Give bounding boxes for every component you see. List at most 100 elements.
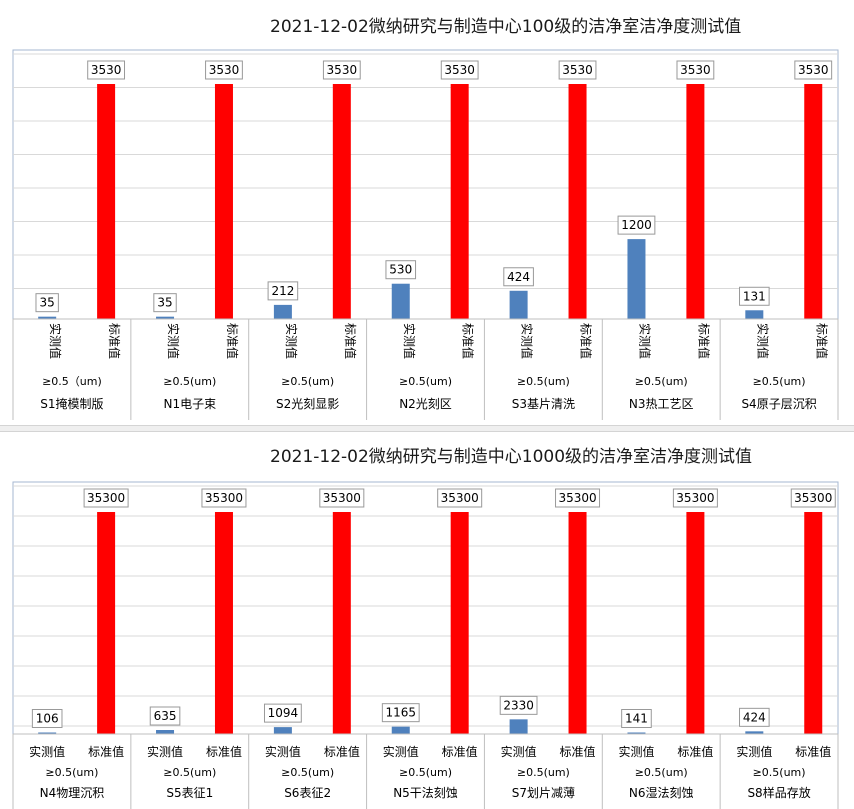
bar-standard bbox=[450, 84, 469, 319]
data-label-measured: 35 bbox=[40, 296, 55, 310]
data-label-box bbox=[499, 695, 538, 715]
chart-panel-100: 2021-12-02微纳研究与制造中心100级的洁净室洁净度测试值 35 3530… bbox=[12, 17, 839, 420]
series-axis-label: 实测值 bbox=[755, 323, 770, 359]
chart-1000-svg: 106 35300 实测值 标准值 ≥0.5(um) N4物理沉积 635 35300 实测值 标… bbox=[12, 481, 839, 809]
bar-measured bbox=[509, 719, 528, 734]
data-label-box bbox=[149, 706, 181, 726]
data-label-box bbox=[555, 488, 601, 508]
series-axis-label: 实测值 bbox=[736, 744, 772, 759]
series-axis-label: 实测值 bbox=[48, 323, 63, 359]
data-label-box bbox=[437, 488, 483, 508]
bar-standard bbox=[568, 512, 587, 734]
data-label-standard: 3530 bbox=[680, 63, 711, 77]
data-label-standard: 3530 bbox=[444, 63, 475, 77]
data-label-box bbox=[322, 60, 361, 80]
data-label-measured: 424 bbox=[507, 270, 530, 284]
bar-measured bbox=[273, 304, 292, 319]
data-label-measured: 106 bbox=[36, 712, 59, 726]
data-label-box bbox=[35, 293, 59, 313]
data-label-box bbox=[205, 60, 243, 80]
panel-divider bbox=[0, 425, 854, 432]
bar-measured bbox=[627, 732, 646, 734]
bar-standard bbox=[214, 512, 233, 734]
series-axis-label: 实测值 bbox=[618, 744, 654, 759]
particle-size-label: ≥0.5(um) bbox=[399, 375, 452, 388]
data-label-box bbox=[440, 60, 479, 80]
bar-measured bbox=[38, 316, 57, 319]
category-label: S5表征1 bbox=[166, 786, 213, 800]
data-label-standard: 35300 bbox=[205, 491, 243, 505]
particle-size-label: ≥0.5(um) bbox=[517, 766, 570, 779]
series-axis-label: 实测值 bbox=[29, 744, 65, 759]
particle-size-label: ≥0.5(um) bbox=[753, 766, 806, 779]
data-label-box bbox=[31, 709, 63, 728]
series-axis-label: 标准值 bbox=[461, 323, 476, 359]
data-label-box bbox=[503, 267, 534, 287]
series-axis-label: 标准值 bbox=[560, 744, 596, 759]
bar-standard bbox=[686, 84, 705, 319]
particle-size-label: ≥0.5（um) bbox=[42, 375, 102, 388]
bar-measured bbox=[273, 727, 292, 734]
category-label: S7划片减薄 bbox=[512, 785, 575, 800]
data-label-box bbox=[385, 260, 417, 280]
category-label: N3热工艺区 bbox=[629, 397, 694, 411]
bar-standard bbox=[568, 84, 587, 319]
series-axis-label: 实测值 bbox=[166, 323, 181, 359]
data-label-standard: 3530 bbox=[91, 63, 122, 77]
particle-size-label: ≥0.5(um) bbox=[163, 375, 216, 388]
data-label-box bbox=[87, 60, 126, 80]
particle-size-label: ≥0.5(um) bbox=[753, 375, 806, 388]
series-axis-label: 标准值 bbox=[677, 744, 713, 759]
series-axis-label: 标准值 bbox=[206, 744, 242, 759]
data-label-measured: 1165 bbox=[385, 706, 416, 720]
plot-area bbox=[12, 49, 839, 320]
category-label: N4物理沉积 bbox=[40, 786, 105, 800]
series-axis-label: 实测值 bbox=[402, 323, 417, 359]
category-label: N2光刻区 bbox=[399, 397, 452, 411]
particle-size-label: ≥0.5(um) bbox=[281, 766, 334, 779]
category-label: S1掩模制版 bbox=[40, 397, 103, 411]
particle-size-label: ≥0.5(um) bbox=[635, 375, 688, 388]
bar-measured bbox=[391, 283, 410, 319]
data-label-measured: 141 bbox=[625, 712, 648, 726]
data-label-standard: 35300 bbox=[323, 491, 361, 505]
data-label-box bbox=[676, 60, 715, 80]
data-label-standard: 35300 bbox=[441, 491, 479, 505]
series-axis-label: 标准值 bbox=[324, 744, 360, 759]
data-label-box bbox=[153, 293, 177, 313]
bar-standard bbox=[97, 512, 116, 734]
category-label: N6湿法刻蚀 bbox=[629, 785, 694, 800]
bar-measured bbox=[156, 316, 175, 319]
bar-standard bbox=[332, 512, 351, 734]
particle-size-label: ≥0.5(um) bbox=[281, 375, 334, 388]
data-label-measured: 1200 bbox=[621, 218, 652, 232]
data-label-box bbox=[558, 60, 597, 80]
particle-size-label: ≥0.5(um) bbox=[45, 766, 98, 779]
series-axis-label: 标准值 bbox=[579, 323, 594, 359]
series-axis-label: 标准值 bbox=[795, 744, 831, 759]
bar-standard bbox=[97, 84, 116, 319]
bar-measured bbox=[391, 726, 410, 734]
series-axis-label: 标准值 bbox=[442, 744, 478, 759]
bar-standard bbox=[686, 512, 705, 734]
data-label-box bbox=[319, 488, 365, 508]
data-label-standard: 3530 bbox=[209, 63, 240, 77]
bar-standard bbox=[332, 84, 351, 319]
series-axis-label: 实测值 bbox=[637, 323, 652, 359]
bar-standard bbox=[804, 84, 823, 319]
series-axis-label: 实测值 bbox=[501, 744, 537, 759]
category-label: S4原子层沉积 bbox=[741, 397, 816, 411]
data-label-box bbox=[739, 286, 770, 306]
series-axis-label: 标准值 bbox=[343, 323, 358, 359]
data-label-box bbox=[621, 709, 652, 728]
data-label-measured: 35 bbox=[157, 296, 172, 310]
data-label-standard: 3530 bbox=[327, 63, 358, 77]
data-label-measured: 212 bbox=[271, 284, 294, 298]
data-label-measured: 424 bbox=[743, 710, 766, 724]
category-label: S6表征2 bbox=[284, 786, 331, 800]
data-label-box bbox=[794, 60, 833, 80]
bar-measured bbox=[627, 239, 646, 319]
series-axis-label: 实测值 bbox=[383, 744, 419, 759]
data-label-box bbox=[83, 488, 129, 508]
data-label-standard: 3530 bbox=[562, 63, 593, 77]
